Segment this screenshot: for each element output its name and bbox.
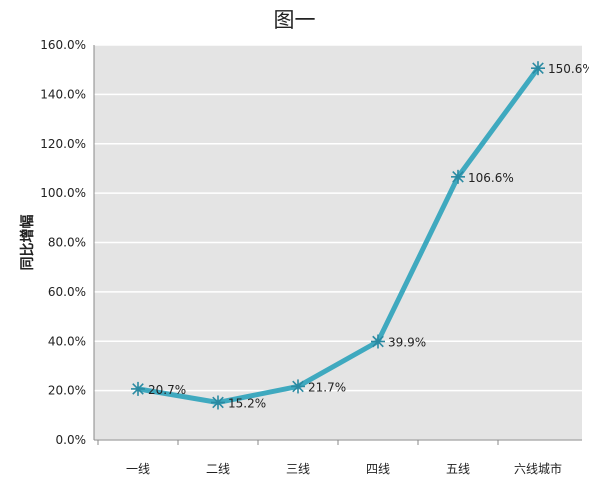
y-axis-title: 同比增幅 xyxy=(19,215,36,271)
data-point xyxy=(211,395,225,410)
y-tick-label: 160.0% xyxy=(40,38,86,52)
y-tick-label: 120.0% xyxy=(40,137,86,151)
data-label: 150.6% xyxy=(548,62,589,76)
chart-caption: 图一 xyxy=(273,8,316,32)
x-tick-label: 三线 xyxy=(286,462,310,476)
data-label: 21.7% xyxy=(308,380,346,394)
y-tick-label: 80.0% xyxy=(48,236,86,250)
data-label: 39.9% xyxy=(388,335,426,349)
y-tick-label: 0.0% xyxy=(56,433,87,447)
data-point xyxy=(451,169,465,184)
data-point xyxy=(291,379,305,394)
data-point xyxy=(531,61,545,76)
data-label: 106.6% xyxy=(468,171,514,185)
y-tick-label: 40.0% xyxy=(48,334,86,348)
x-tick-label: 四线 xyxy=(366,462,390,476)
y-tick-label: 100.0% xyxy=(40,186,86,200)
x-tick-label: 二线 xyxy=(206,462,230,476)
x-tick-label: 六线城市 xyxy=(514,461,562,476)
data-label: 15.2% xyxy=(228,396,266,410)
y-tick-label: 140.0% xyxy=(40,87,86,101)
data-point xyxy=(371,334,385,349)
series-line xyxy=(135,65,541,405)
data-label: 20.7% xyxy=(148,383,186,397)
x-tick-label: 五线 xyxy=(446,462,470,476)
y-tick-label: 60.0% xyxy=(48,285,86,299)
y-tick-label: 20.0% xyxy=(48,384,86,398)
data-point xyxy=(131,381,145,396)
x-tick-label: 一线 xyxy=(126,462,150,476)
